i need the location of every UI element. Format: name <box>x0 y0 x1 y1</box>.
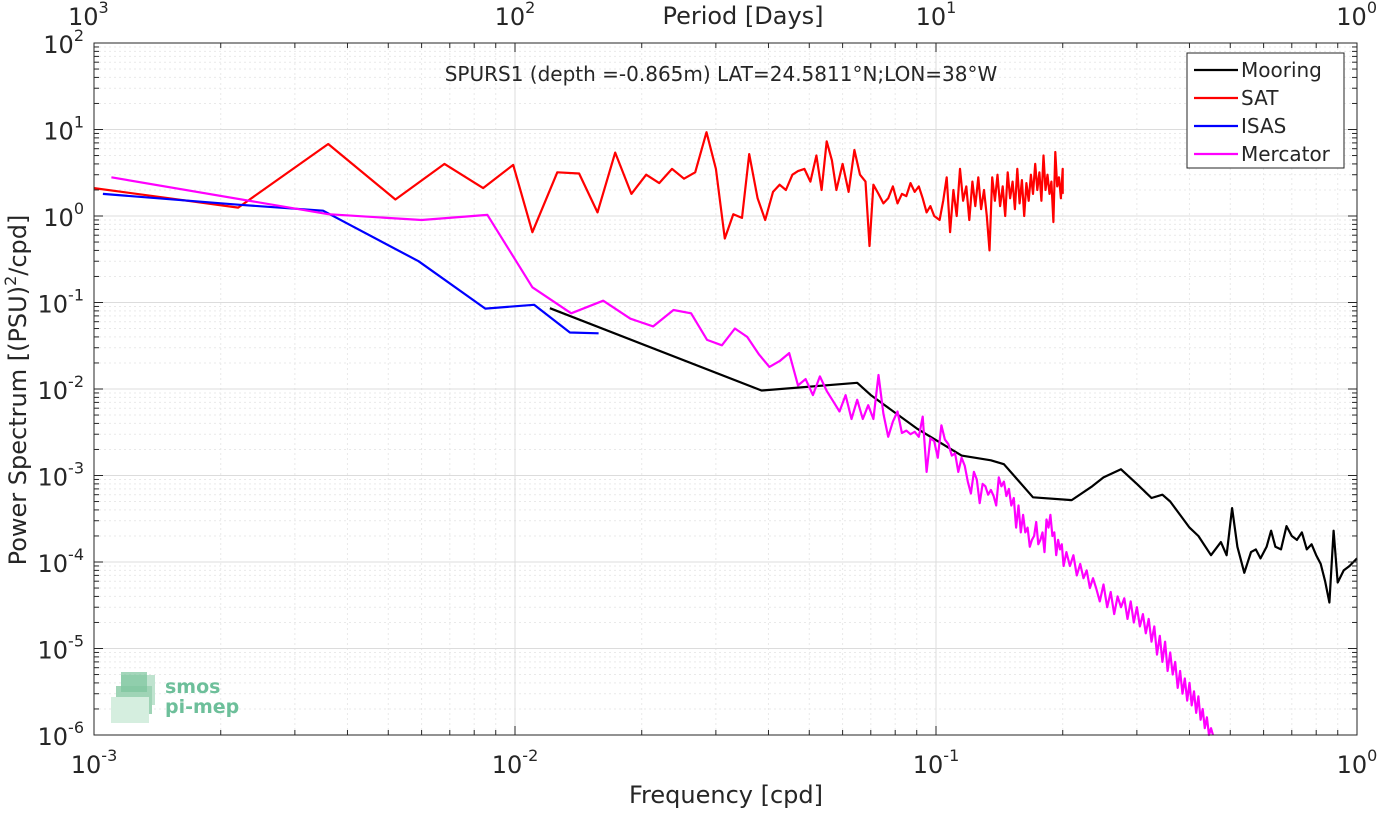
y-axis-title-tail: /cpd] <box>4 215 32 276</box>
top-tick-label-exponent: 0 <box>1367 0 1377 17</box>
logo-text-pi-mep: pi-mep <box>165 696 239 718</box>
x-tick-label-base: 10 <box>492 751 523 779</box>
top-tick-label-base: 10 <box>916 3 947 31</box>
y-tick-label-exponent: -2 <box>68 372 84 391</box>
y-tick-label: 10-1 <box>38 286 85 319</box>
top-tick-label: 100 <box>1336 0 1377 31</box>
y-tick-label-base: 10 <box>38 377 69 405</box>
tick-marks <box>93 42 1358 736</box>
y-tick-label-exponent: -5 <box>68 632 84 651</box>
y-tick-label-exponent: -1 <box>68 286 84 305</box>
y-tick-label-base: 10 <box>38 637 69 665</box>
top-tick-label-exponent: 1 <box>946 0 956 17</box>
x-tick-label: 10-3 <box>71 746 118 779</box>
logo-text-smos: smos <box>165 676 220 698</box>
y-tick-label-exponent: 1 <box>74 113 84 132</box>
y-tick-label-base: 10 <box>38 550 69 578</box>
series-line-mooring <box>549 307 1358 604</box>
y-tick-label-exponent: -4 <box>68 545 84 564</box>
y-tick-label: 100 <box>43 199 84 232</box>
series-line-sat <box>93 131 1064 252</box>
y-tick-label: 102 <box>43 26 84 59</box>
series-line-mercator <box>111 176 1215 737</box>
top-axis-title: Period [Days] <box>662 2 823 30</box>
top-tick-label-exponent: 3 <box>99 0 109 17</box>
series-line-isas <box>102 192 599 335</box>
top-tick-label-exponent: 2 <box>525 0 535 17</box>
logo-mark-icon <box>111 672 155 723</box>
top-tick-label: 101 <box>916 0 957 31</box>
y-tick-label-exponent: -6 <box>68 718 84 737</box>
y-tick-label: 10-5 <box>38 632 85 665</box>
major-gridlines <box>94 43 1357 735</box>
legend-label-sat: SAT <box>1241 86 1279 110</box>
y-axis-title: Power Spectrum [(PSU)2/cpd] <box>1 215 32 566</box>
x-axis-title: Frequency [cpd] <box>629 781 823 809</box>
smos-pi-mep-logo: smos pi-mep <box>111 672 239 723</box>
legend-label-isas: ISAS <box>1241 114 1286 138</box>
y-tick-label-exponent: 0 <box>74 199 84 218</box>
y-tick-label-base: 10 <box>43 204 74 232</box>
x-tick-label: 10-2 <box>492 746 539 779</box>
x-tick-label-base: 10 <box>1337 751 1368 779</box>
x-tick-label-base: 10 <box>913 751 944 779</box>
chart-title: SPURS1 (depth =-0.865m) LAT=24.5811°N;LO… <box>445 62 998 86</box>
x-tick-label-base: 10 <box>71 751 102 779</box>
y-tick-label-base: 10 <box>43 118 74 146</box>
y-tick-label-base: 10 <box>38 464 69 492</box>
x-tick-label-exponent: -2 <box>522 746 538 765</box>
y-tick-label: 10-2 <box>38 372 85 405</box>
top-tick-label-base: 10 <box>1336 3 1367 31</box>
y-tick-label-base: 10 <box>43 31 74 59</box>
legend-label-mooring: Mooring <box>1241 58 1322 82</box>
y-axis-title-sup: 2 <box>1 276 20 286</box>
x-tick-labels: 10-3 10-2 10-1 100 <box>71 746 1377 779</box>
legend-label-mercator: Mercator <box>1241 142 1331 166</box>
y-tick-label: 10-6 <box>38 718 85 751</box>
legend: Mooring SAT ISAS Mercator <box>1186 52 1345 169</box>
top-tick-label-base: 10 <box>68 3 99 31</box>
x-tick-label: 10-1 <box>913 746 960 779</box>
top-tick-label-base: 10 <box>495 3 526 31</box>
top-tick-label: 102 <box>495 0 536 31</box>
y-tick-label-exponent: 2 <box>74 26 84 45</box>
y-tick-label-exponent: -3 <box>68 459 84 478</box>
y-tick-label-base: 10 <box>38 723 69 751</box>
legend-box <box>1186 52 1345 169</box>
series-layer <box>93 131 1358 737</box>
x-tick-label-exponent: -3 <box>101 746 117 765</box>
x-tick-label: 100 <box>1337 746 1377 779</box>
y-tick-label: 101 <box>43 113 84 146</box>
x-tick-label-exponent: 0 <box>1367 746 1377 765</box>
y-tick-label-base: 10 <box>38 291 69 319</box>
y-tick-label: 10-4 <box>38 545 85 578</box>
y-axis-title-main: Power Spectrum [(PSU) <box>4 286 32 565</box>
top-tick-labels: 103 102 101 100 <box>68 0 1377 31</box>
top-tick-label: 103 <box>68 0 109 31</box>
y-tick-label: 10-3 <box>38 459 85 492</box>
x-tick-label-exponent: -1 <box>943 746 959 765</box>
